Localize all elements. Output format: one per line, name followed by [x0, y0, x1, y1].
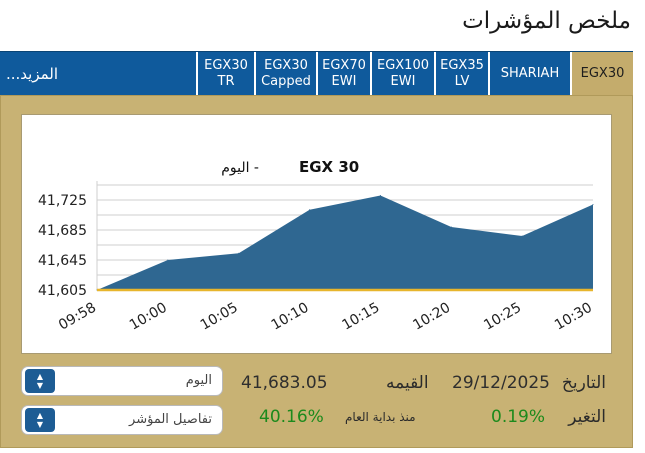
- x-tick-label: 09:58: [56, 300, 99, 334]
- ytd-label: منذ بداية العام: [345, 410, 416, 424]
- data-point: [167, 259, 169, 261]
- data-point: [521, 235, 523, 237]
- x-tick-label: 10:00: [127, 300, 170, 334]
- date-value: 29/12/2025: [452, 373, 550, 393]
- data-point: [238, 252, 240, 254]
- chart-title-suffix: - اليوم: [221, 160, 259, 176]
- chart-title: EGX 30: [299, 158, 359, 176]
- x-tick-label: 10:10: [269, 300, 312, 334]
- more-link[interactable]: المزيد...: [6, 65, 59, 83]
- series-area: [97, 195, 593, 290]
- period-select[interactable]: ▲ ▼ اليوم: [21, 366, 223, 396]
- index-details-select[interactable]: ▲ ▼ تفاصيل المؤشر: [21, 405, 223, 435]
- tab-egx70-ewi[interactable]: EGX70 EWI: [316, 52, 370, 96]
- index-tab-bar: المزيد... EGX30 TR EGX30 Capped EGX70 EW…: [0, 51, 633, 96]
- y-tick-label: 41,725: [38, 193, 87, 209]
- data-point: [379, 195, 381, 196]
- x-tick-label: 10:15: [339, 300, 382, 334]
- period-select-value: اليوم: [185, 373, 212, 388]
- date-label: التاريخ: [561, 373, 606, 393]
- period-spinner[interactable]: ▲ ▼: [25, 369, 55, 393]
- arrow-up-icon: ▲: [36, 411, 44, 420]
- tab-shariah[interactable]: SHARIAH: [488, 52, 570, 96]
- tab-egx30-capped[interactable]: EGX30 Capped: [254, 52, 316, 96]
- page-title: ملخص المؤشرات: [462, 8, 631, 34]
- index-value: 41,683.05: [241, 373, 328, 393]
- change-label: التغير: [568, 407, 606, 427]
- y-tick-label: 41,605: [38, 283, 87, 299]
- data-point: [592, 204, 594, 205]
- ytd-value: 40.16%: [259, 407, 324, 427]
- index-summary-panel: EGX 30 - اليوم 41,725 41,685 41,645 41,605 09:…: [0, 95, 633, 448]
- x-tick-label: 10:25: [481, 300, 524, 334]
- x-tick-label: 10:20: [410, 300, 453, 334]
- tab-egx30-tr[interactable]: EGX30 TR: [196, 52, 254, 96]
- data-point: [450, 226, 452, 228]
- change-value: 0.19%: [491, 407, 546, 427]
- tab-egx100-ewi[interactable]: EGX100 EWI: [370, 52, 434, 96]
- value-label: القيمه: [386, 373, 429, 393]
- tab-egx35-lv[interactable]: EGX35 LV: [434, 52, 488, 96]
- tab-egx30[interactable]: EGX30: [570, 52, 633, 96]
- intraday-chart: EGX 30 - اليوم 41,725 41,685 41,645 41,605 09:…: [21, 114, 612, 354]
- data-point: [309, 209, 311, 211]
- chart-svg: EGX 30 - اليوم 41,725 41,685 41,645 41,60509:…: [38, 158, 595, 334]
- details-select-value: تفاصيل المؤشر: [129, 412, 212, 427]
- y-tick-label: 41,685: [38, 223, 87, 239]
- details-spinner[interactable]: ▲ ▼: [25, 408, 55, 432]
- x-tick-label: 10:30: [552, 300, 595, 334]
- arrow-down-icon: ▼: [36, 381, 44, 390]
- arrow-up-icon: ▲: [36, 372, 44, 381]
- x-tick-label: 10:05: [198, 300, 241, 334]
- arrow-down-icon: ▼: [36, 420, 44, 429]
- y-tick-label: 41,645: [38, 253, 87, 269]
